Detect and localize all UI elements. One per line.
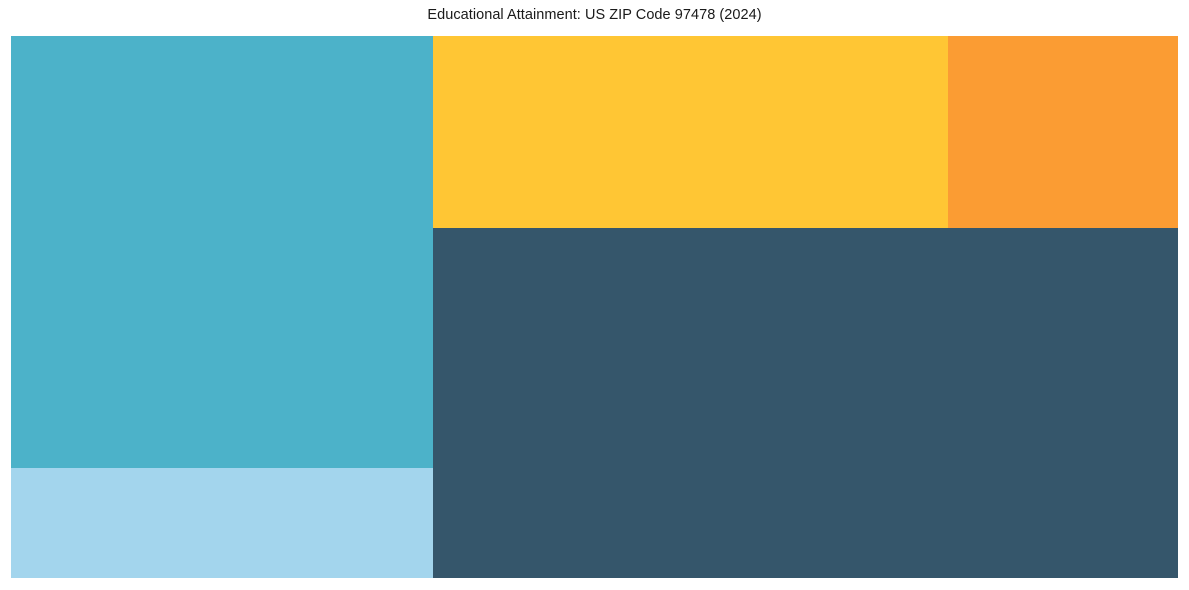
treemap-tile[interactable]: Some college or associate's degree: [433, 228, 1178, 578]
treemap-tile[interactable]: Graduate or professional degree: [948, 36, 1178, 228]
page-title: Educational Attainment: US ZIP Code 9747…: [427, 7, 762, 23]
treemap-tile[interactable]: High school graduate (includes equivalen…: [11, 36, 433, 468]
treemap-tile[interactable]: Bachelor's degree: [433, 36, 948, 228]
treemap-plot-area: Some college or associate's degreeHigh s…: [11, 36, 1178, 578]
treemap-tile[interactable]: Less than high school diploma: [11, 468, 433, 578]
